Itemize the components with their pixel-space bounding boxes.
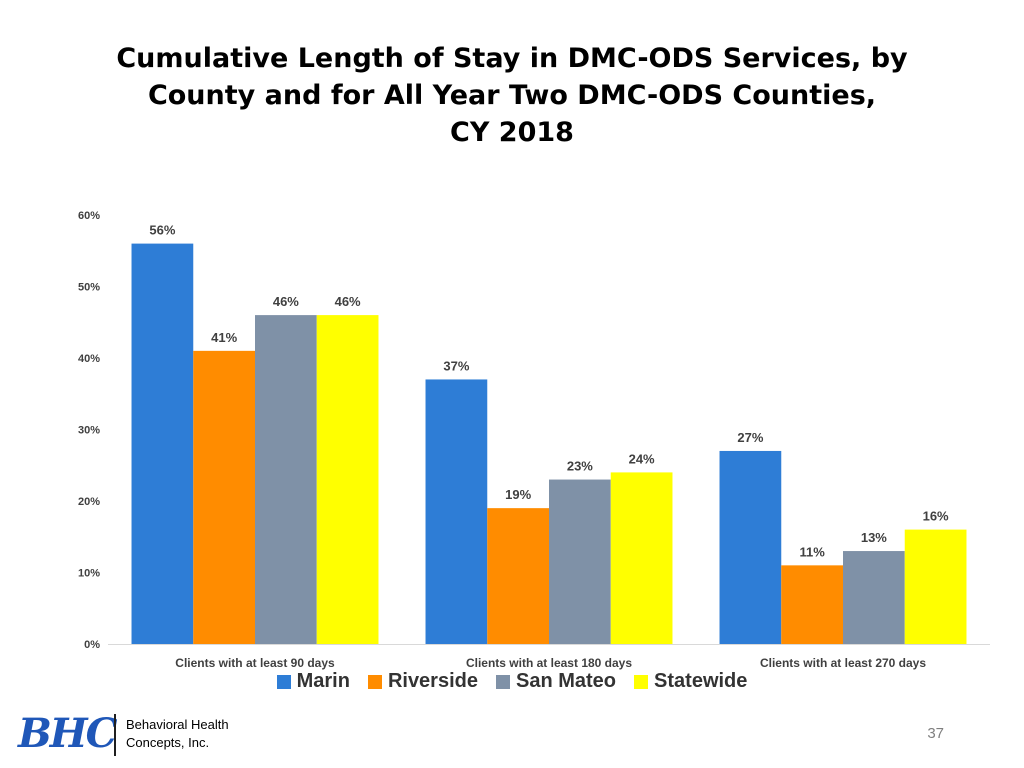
legend-label-marin: Marin [296, 670, 350, 692]
x-category-label: Clients with at least 180 days [466, 656, 632, 670]
company-name-line-2: Concepts, Inc. [126, 735, 210, 750]
legend-label-riverside: Riverside [387, 670, 478, 692]
bar [255, 315, 317, 644]
y-tick-label: 20% [78, 496, 100, 508]
bar [549, 479, 611, 644]
y-tick-label: 40% [78, 353, 100, 365]
data-label: 37% [443, 358, 469, 373]
data-label: 13% [861, 530, 887, 545]
data-label: 27% [737, 430, 763, 445]
bar [487, 508, 549, 644]
legend-item-statewide: Statewide [634, 670, 747, 693]
bar [843, 551, 905, 644]
bar [131, 243, 194, 644]
bar [425, 379, 488, 644]
legend-label-san-mateo: San Mateo [516, 670, 617, 692]
bar [316, 315, 379, 644]
data-label: 23% [567, 459, 593, 474]
title-line-1: Cumulative Length of Stay in DMC-ODS Ser… [116, 43, 908, 74]
bar [904, 529, 967, 644]
y-tick-label: 60% [78, 210, 100, 222]
title-line-2: County and for All Year Two DMC-ODS Coun… [147, 80, 877, 111]
bar-chart: 0% 10% 20% 30% 40% 50% 60% 56% 41% 46% 46% Clients … [78, 210, 990, 670]
chart-legend: Marin Riverside San Mateo Statewide [0, 670, 1024, 693]
bhc-logo-mark: BHC [18, 710, 117, 757]
legend-item-marin: Marin [276, 670, 350, 693]
legend-swatch-marin [276, 674, 291, 689]
data-label: 56% [149, 223, 175, 238]
data-label: 41% [211, 330, 237, 345]
legend-item-san-mateo: San Mateo [496, 670, 616, 693]
data-label: 46% [273, 294, 299, 309]
y-tick-label: 0% [84, 639, 100, 651]
company-name: Behavioral Health Concepts, Inc. [126, 716, 229, 752]
legend-swatch-san-mateo [496, 674, 510, 689]
x-category-label: Clients with at least 270 days [760, 656, 926, 670]
data-label: 46% [335, 294, 361, 309]
data-label: 24% [629, 451, 655, 466]
y-tick-label: 10% [78, 568, 100, 580]
data-label: 19% [505, 487, 531, 502]
title-line-3: CY 2018 [450, 117, 574, 148]
x-category-label: Clients with at least 90 days [175, 656, 335, 670]
slide-title: Cumulative Length of Stay in DMC-ODS Ser… [40, 40, 984, 151]
legend-swatch-statewide [634, 674, 649, 689]
data-label: 16% [923, 509, 949, 524]
data-label: 11% [799, 544, 825, 559]
legend-swatch-riverside [367, 674, 382, 689]
logo-divider [114, 714, 116, 756]
y-tick-label: 30% [78, 425, 100, 437]
legend-label-statewide: Statewide [654, 670, 748, 692]
y-tick-label: 50% [78, 282, 100, 294]
company-name-line-1: Behavioral Health [126, 717, 229, 732]
page-number: 37 [927, 725, 944, 742]
bar [610, 472, 673, 644]
bar [193, 350, 255, 644]
bar [719, 450, 782, 644]
company-logo: BHC Behavioral Health Concepts, Inc. [18, 708, 258, 764]
legend-item-riverside: Riverside [367, 670, 478, 693]
bar [781, 565, 843, 644]
